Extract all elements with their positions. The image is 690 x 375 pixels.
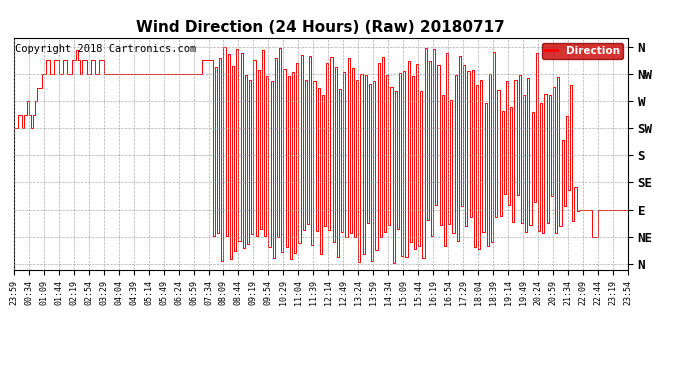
Legend: Direction: Direction xyxy=(542,43,622,59)
Text: Copyright 2018 Cartronics.com: Copyright 2018 Cartronics.com xyxy=(15,45,196,54)
Title: Wind Direction (24 Hours) (Raw) 20180717: Wind Direction (24 Hours) (Raw) 20180717 xyxy=(137,20,505,35)
